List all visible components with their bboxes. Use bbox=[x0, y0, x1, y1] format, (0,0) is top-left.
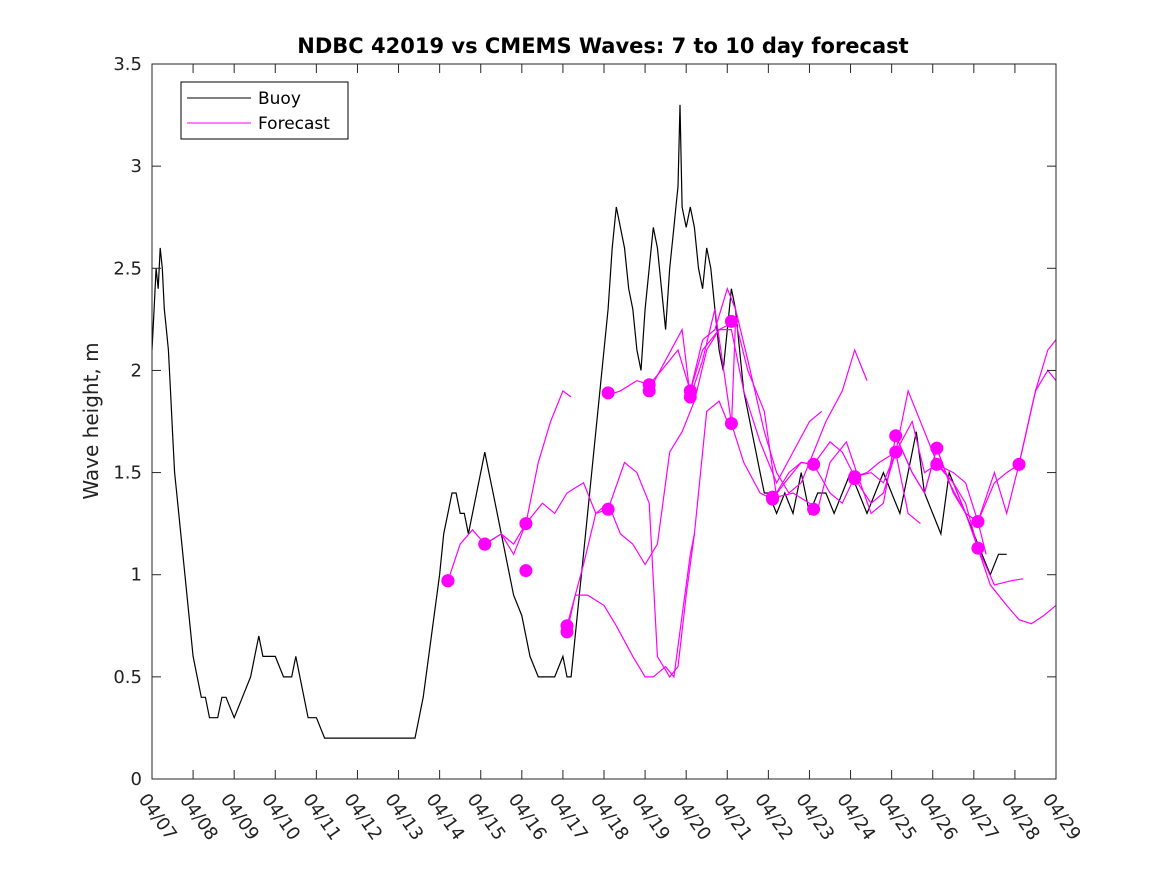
forecast-marker bbox=[560, 619, 574, 633]
forecast-marker bbox=[519, 517, 533, 531]
legend-forecast-label: Forecast bbox=[258, 114, 330, 134]
forecast-marker bbox=[478, 537, 492, 551]
forecast-marker bbox=[807, 457, 821, 471]
forecast-marker bbox=[601, 386, 615, 400]
y-tick-label: 3.5 bbox=[113, 54, 142, 75]
buoy-series-line bbox=[152, 104, 1007, 739]
y-tick-label: 0 bbox=[131, 769, 142, 790]
forecast-marker bbox=[601, 502, 615, 516]
forecast-marker bbox=[724, 417, 738, 430]
forecast-run-line-3 bbox=[566, 533, 695, 679]
legend: Buoy Forecast bbox=[180, 81, 349, 140]
forecast-marker bbox=[683, 384, 697, 398]
forecast-run-line-6 bbox=[648, 308, 921, 525]
y-tick-label: 3 bbox=[131, 156, 142, 177]
forecast-marker bbox=[971, 515, 985, 529]
forecast-marker bbox=[1012, 457, 1026, 471]
forecast-marker bbox=[724, 314, 738, 328]
forecast-marker bbox=[642, 378, 656, 392]
y-tick-label: 0.5 bbox=[113, 667, 142, 688]
forecast-marker bbox=[441, 574, 455, 588]
forecast-marker bbox=[889, 445, 903, 459]
forecast-marker bbox=[519, 564, 533, 578]
y-tick-label: 1 bbox=[131, 565, 142, 586]
y-tick-label: 2.5 bbox=[113, 258, 142, 279]
legend-buoy-label: Buoy bbox=[258, 89, 301, 109]
y-axis-label: Wave height, m bbox=[79, 342, 103, 499]
forecast-marker bbox=[889, 429, 903, 443]
forecast-marker bbox=[848, 470, 862, 484]
forecast-run-line-1 bbox=[447, 389, 572, 581]
y-tick-label: 2 bbox=[131, 360, 142, 381]
forecast-marker bbox=[971, 541, 985, 555]
forecast-marker bbox=[807, 502, 821, 516]
legend-box bbox=[180, 81, 349, 140]
chart-title: NDBC 42019 vs CMEMS Waves: 7 to 10 day f… bbox=[297, 34, 908, 58]
forecast-run-line-2 bbox=[484, 321, 737, 678]
forecast-marker bbox=[930, 457, 944, 471]
plot-area bbox=[152, 104, 1056, 739]
forecast-marker bbox=[930, 441, 944, 455]
forecast-run-line-11 bbox=[936, 369, 1056, 524]
y-tick-label: 1.5 bbox=[113, 463, 142, 484]
forecast-marker bbox=[766, 490, 779, 504]
